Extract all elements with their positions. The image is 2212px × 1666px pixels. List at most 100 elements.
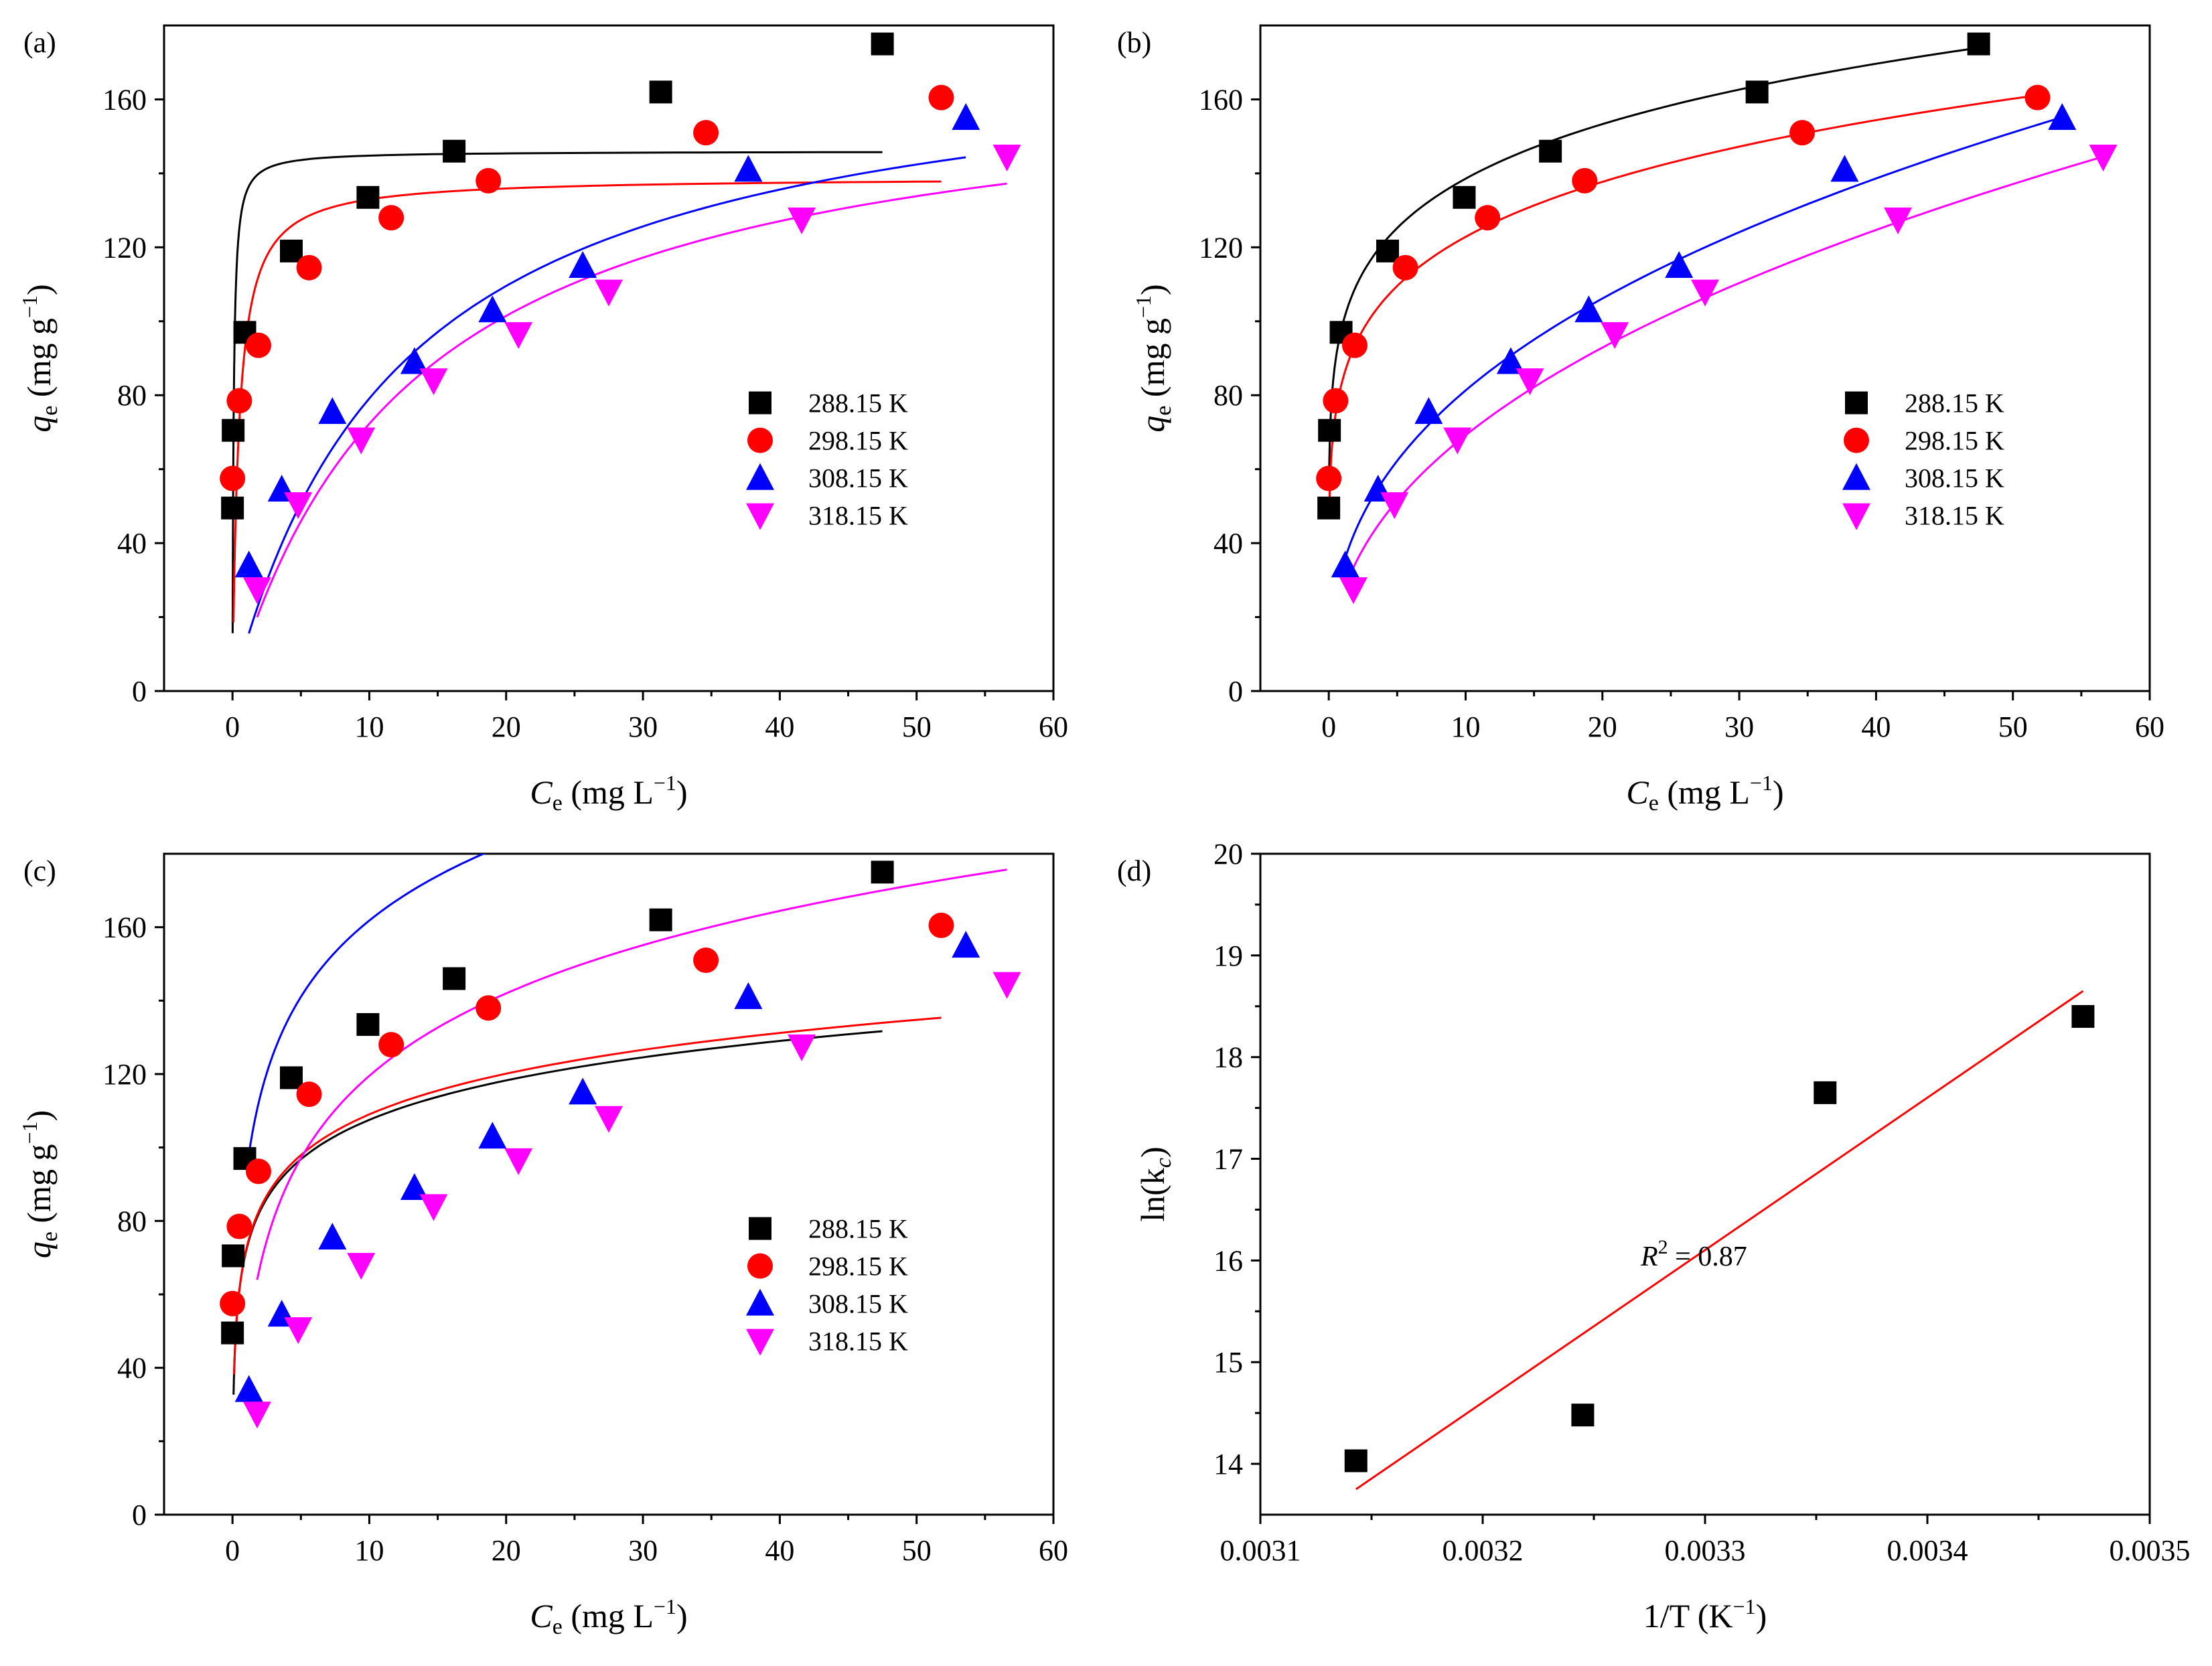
data-point xyxy=(475,167,502,194)
data-point xyxy=(1443,427,1472,455)
data-point xyxy=(245,1158,271,1185)
legend-marker xyxy=(1842,503,1870,530)
legend-label: 318.15 K xyxy=(1905,501,2004,531)
data-point xyxy=(504,1148,533,1175)
legend-marker xyxy=(746,463,774,490)
legend-marker xyxy=(747,427,773,453)
data-point xyxy=(952,103,980,131)
y-tick-label: 17 xyxy=(1213,1143,1243,1176)
legend-marker xyxy=(746,1288,774,1316)
y-tick-label: 16 xyxy=(1213,1244,1243,1277)
plot-frame xyxy=(1259,852,2151,1516)
y-tick-label: 40 xyxy=(117,527,147,560)
x-tick-label: 40 xyxy=(765,1534,794,1567)
data-point xyxy=(1475,205,1501,231)
y-tick-label: 80 xyxy=(117,1205,147,1237)
data-point xyxy=(419,1194,448,1221)
y-tick-label: 19 xyxy=(1213,939,1243,972)
legend-label: 288.15 K xyxy=(808,388,908,419)
panel-label: (c) xyxy=(23,854,56,887)
fit-curve-31815K xyxy=(256,182,1007,618)
data-point xyxy=(222,419,245,442)
y-tick-label: 80 xyxy=(1213,379,1243,412)
y-axis-label: ln(kc) xyxy=(1134,1146,1176,1221)
legend-marker xyxy=(749,1217,771,1240)
legend-label: 298.15 K xyxy=(808,426,908,456)
r-squared-annotation: R2 = 0.87 xyxy=(1640,1236,1747,1272)
data-point xyxy=(1601,322,1629,350)
y-tick-label: 120 xyxy=(102,1058,147,1091)
data-point xyxy=(378,1032,404,1058)
legend-label: 298.15 K xyxy=(808,1252,908,1282)
fit-curve-28815K xyxy=(231,151,883,633)
data-point xyxy=(1789,120,1816,146)
data-point xyxy=(478,1122,507,1149)
y-tick-label: 160 xyxy=(102,911,147,944)
x-tick-label: 40 xyxy=(765,710,794,743)
x-tick-label: 60 xyxy=(1039,710,1068,743)
data-point xyxy=(1341,332,1368,358)
data-point xyxy=(2048,103,2077,131)
data-point xyxy=(1414,397,1443,425)
y-tick-label: 20 xyxy=(1213,838,1243,870)
legend-label: 308.15 K xyxy=(1905,463,2004,494)
data-point xyxy=(1331,550,1359,578)
y-tick-label: 160 xyxy=(1199,83,1243,116)
data-point xyxy=(443,139,466,163)
x-tick-label: 20 xyxy=(1588,710,1617,743)
data-point xyxy=(234,550,263,578)
x-tick-label: 20 xyxy=(492,710,521,743)
data-point xyxy=(788,1034,816,1061)
data-point xyxy=(1539,139,1562,163)
legend-marker xyxy=(1842,463,1870,490)
data-point xyxy=(1571,1404,1595,1427)
data-point xyxy=(2024,84,2051,110)
data-point xyxy=(221,496,244,520)
data-point xyxy=(478,295,507,323)
x-tick-label: 60 xyxy=(1039,1534,1068,1567)
x-tick-label: 0 xyxy=(1321,710,1336,743)
y-tick-label: 120 xyxy=(1199,231,1243,264)
data-point xyxy=(952,931,980,958)
x-tick-label: 30 xyxy=(1724,710,1754,743)
x-axis-label: Ce (mg L−1) xyxy=(530,1594,687,1639)
y-tick-label: 15 xyxy=(1213,1346,1243,1379)
x-tick-label: 10 xyxy=(354,1534,384,1567)
data-point xyxy=(928,912,954,938)
legend-label: 288.15 K xyxy=(808,1214,908,1244)
data-point xyxy=(595,279,623,307)
y-tick-label: 40 xyxy=(1213,527,1243,560)
data-point xyxy=(734,982,763,1009)
data-point xyxy=(693,120,719,146)
y-axis-label: qe (mg g−1) xyxy=(17,1110,62,1258)
data-point xyxy=(443,967,466,990)
x-tick-label: 0.0032 xyxy=(1443,1534,1524,1567)
x-tick-label: 10 xyxy=(354,710,384,743)
data-point xyxy=(318,1223,347,1250)
data-point xyxy=(1380,492,1409,520)
data-point xyxy=(1376,239,1400,262)
y-axis-label: qe (mg g−1) xyxy=(17,284,62,432)
legend-label: 288.15 K xyxy=(1905,388,2004,419)
data-point xyxy=(1339,577,1368,605)
x-tick-label: 30 xyxy=(628,1534,658,1567)
x-tick-label: 10 xyxy=(1451,710,1480,743)
plot-frame xyxy=(163,24,1055,692)
data-point xyxy=(1665,250,1694,278)
data-point xyxy=(284,1317,313,1345)
data-point xyxy=(1516,368,1544,396)
data-point xyxy=(475,995,502,1021)
y-tick-label: 0 xyxy=(1228,675,1243,708)
data-point xyxy=(296,254,322,281)
data-point xyxy=(242,577,271,605)
data-point xyxy=(788,207,816,234)
data-point xyxy=(1572,167,1598,194)
data-point xyxy=(1344,1449,1368,1472)
x-tick-label: 50 xyxy=(902,1534,932,1567)
y-tick-label: 18 xyxy=(1213,1041,1243,1074)
x-axis-label: Ce (mg L−1) xyxy=(530,771,687,816)
fit-curve-29815K xyxy=(232,180,942,623)
panel-label: (b) xyxy=(1117,26,1151,59)
legend-label: 308.15 K xyxy=(808,463,908,494)
